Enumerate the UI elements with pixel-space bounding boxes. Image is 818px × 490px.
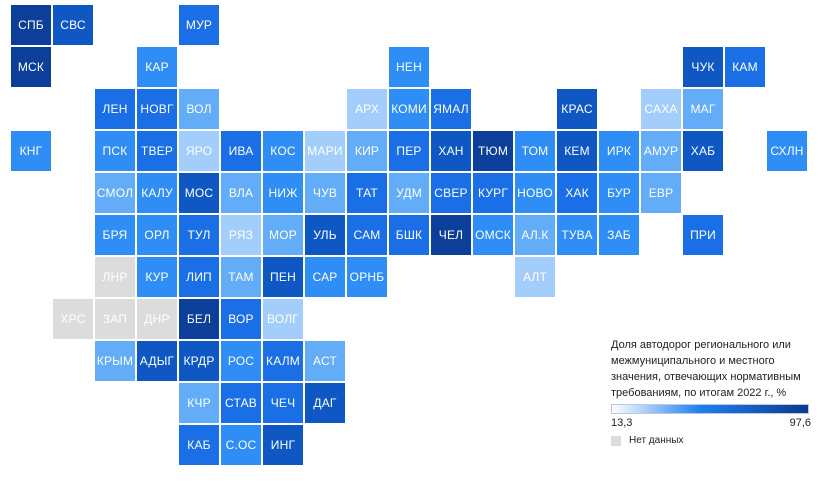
region-tile[interactable]: ОРНБ <box>347 257 387 297</box>
region-tile[interactable]: АМУР <box>641 131 681 171</box>
region-tile[interactable]: С.ОС <box>221 425 261 465</box>
region-tile[interactable]: КОС <box>263 131 303 171</box>
region-tile[interactable]: НИЖ <box>263 173 303 213</box>
region-tile[interactable]: КЧР <box>179 383 219 423</box>
region-tile[interactable]: РОС <box>221 341 261 381</box>
region-tile[interactable]: ИНГ <box>263 425 303 465</box>
region-tile[interactable]: МАРИ <box>305 131 345 171</box>
region-tile[interactable]: МАГ <box>683 89 723 129</box>
legend: Доля автодорог регионального или межмуни… <box>611 337 811 429</box>
region-tile[interactable]: ВОЛ <box>179 89 219 129</box>
region-tile[interactable]: СХЛН <box>767 131 807 171</box>
region-tile[interactable]: КАЛМ <box>263 341 303 381</box>
region-tile[interactable]: АРХ <box>347 89 387 129</box>
region-tile[interactable]: ТАТ <box>347 173 387 213</box>
region-tile[interactable]: КРДР <box>179 341 219 381</box>
region-tile[interactable]: ХАБ <box>683 131 723 171</box>
region-tile[interactable]: КНГ <box>11 131 51 171</box>
region-tile[interactable]: ПЕН <box>263 257 303 297</box>
region-tile[interactable]: НОВО <box>515 173 555 213</box>
region-tile[interactable]: АЛТ <box>515 257 555 297</box>
region-tile[interactable]: СПБ <box>11 5 51 45</box>
region-tile[interactable]: ЯРО <box>179 131 219 171</box>
region-tile[interactable]: ХАН <box>431 131 471 171</box>
region-tile[interactable]: КАМ <box>725 47 765 87</box>
region-tile[interactable]: ЧЕЧ <box>263 383 303 423</box>
region-tile[interactable]: САМ <box>347 215 387 255</box>
region-tile[interactable]: КУР <box>137 257 177 297</box>
legend-title: Доля автодорог регионального или межмуни… <box>611 339 801 399</box>
legend-max-label: 97,6 <box>789 417 811 429</box>
region-tile[interactable]: СВЕР <box>431 173 471 213</box>
region-tile[interactable]: ЧУВ <box>305 173 345 213</box>
region-tile[interactable]: ТУВА <box>557 215 597 255</box>
region-tile[interactable]: ЧЕЛ <box>431 215 471 255</box>
region-tile[interactable]: НЕН <box>389 47 429 87</box>
region-tile[interactable]: ТВЕР <box>137 131 177 171</box>
region-tile[interactable]: ЯМАЛ <box>431 89 471 129</box>
region-tile[interactable]: КРАС <box>557 89 597 129</box>
region-tile[interactable]: ОРЛ <box>137 215 177 255</box>
region-tile[interactable]: ХРС <box>53 299 93 339</box>
region-tile[interactable]: КУРГ <box>473 173 513 213</box>
region-tile[interactable]: СТАВ <box>221 383 261 423</box>
region-tile[interactable]: УДМ <box>389 173 429 213</box>
region-tile[interactable]: ЛЕН <box>95 89 135 129</box>
region-tile[interactable]: РЯЗ <box>221 215 261 255</box>
region-tile[interactable]: СВС <box>53 5 93 45</box>
no-data-label: Нет данных <box>629 435 684 446</box>
region-tile[interactable]: КРЫМ <box>95 341 135 381</box>
region-tile[interactable]: ПРИ <box>683 215 723 255</box>
region-tile[interactable]: ВОР <box>221 299 261 339</box>
region-tile[interactable]: ИВА <box>221 131 261 171</box>
legend-min-label: 13,3 <box>611 417 633 429</box>
region-tile[interactable]: ХАК <box>557 173 597 213</box>
region-tile[interactable]: БРЯ <box>95 215 135 255</box>
region-tile[interactable]: ТОМ <box>515 131 555 171</box>
region-tile[interactable]: БУР <box>599 173 639 213</box>
no-data-swatch <box>611 435 621 446</box>
region-tile[interactable]: БШК <box>389 215 429 255</box>
region-tile[interactable]: АСТ <box>305 341 345 381</box>
region-tile[interactable]: КОМИ <box>389 89 429 129</box>
region-tile[interactable]: ДНР <box>137 299 177 339</box>
region-tile[interactable]: МОС <box>179 173 219 213</box>
region-tile[interactable]: КЕМ <box>557 131 597 171</box>
no-data-legend: Нет данных <box>611 435 683 446</box>
region-tile[interactable]: УЛЬ <box>305 215 345 255</box>
region-tile[interactable]: ПЕР <box>389 131 429 171</box>
region-tile[interactable]: ПСК <box>95 131 135 171</box>
region-tile[interactable]: КИР <box>347 131 387 171</box>
region-tile[interactable]: ОМСК <box>473 215 513 255</box>
region-tile[interactable]: ВОЛГ <box>263 299 303 339</box>
region-tile[interactable]: ТУЛ <box>179 215 219 255</box>
region-tile[interactable]: МСК <box>11 47 51 87</box>
region-tile[interactable]: ИРК <box>599 131 639 171</box>
region-tile[interactable]: САХА <box>641 89 681 129</box>
region-tile[interactable]: МУР <box>179 5 219 45</box>
region-tile[interactable]: ЗАБ <box>599 215 639 255</box>
region-tile[interactable]: НОВГ <box>137 89 177 129</box>
region-tile[interactable]: ЗАП <box>95 299 135 339</box>
region-tile[interactable]: ДАГ <box>305 383 345 423</box>
region-tile[interactable]: МОР <box>263 215 303 255</box>
region-tile[interactable]: ТЮМ <box>473 131 513 171</box>
region-tile[interactable]: АЛ.К <box>515 215 555 255</box>
region-tile[interactable]: ЕВР <box>641 173 681 213</box>
region-tile[interactable]: КАЛУ <box>137 173 177 213</box>
region-tile[interactable]: АДЫГ <box>137 341 177 381</box>
region-tile[interactable]: СМОЛ <box>95 173 135 213</box>
region-tile[interactable]: КАР <box>137 47 177 87</box>
region-tile[interactable]: ТАМ <box>221 257 261 297</box>
region-tile[interactable]: ЧУК <box>683 47 723 87</box>
region-tile[interactable]: КАБ <box>179 425 219 465</box>
region-tile[interactable]: БЕЛ <box>179 299 219 339</box>
region-tile[interactable]: ЛИП <box>179 257 219 297</box>
legend-ticks: 13,3 97,6 <box>611 417 811 429</box>
region-tile[interactable]: САР <box>305 257 345 297</box>
legend-gradient-bar <box>611 404 809 414</box>
region-tile[interactable]: ВЛА <box>221 173 261 213</box>
region-tile[interactable]: ЛНР <box>95 257 135 297</box>
